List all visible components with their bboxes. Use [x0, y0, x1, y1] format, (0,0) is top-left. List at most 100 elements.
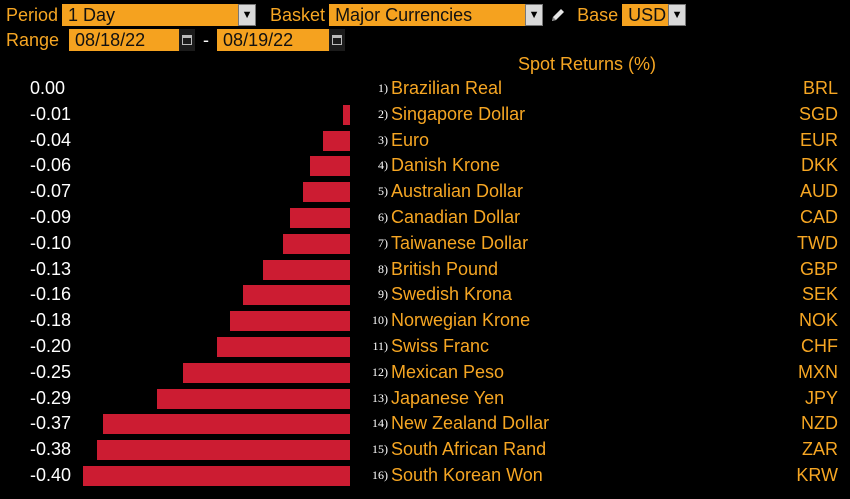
- currency-name[interactable]: Swedish Krona: [391, 284, 513, 305]
- table-row[interactable]: -0.04 3) Euro EUR: [0, 128, 850, 153]
- currency-code[interactable]: DKK: [800, 155, 838, 176]
- rank-label: 5): [378, 184, 388, 199]
- rank-label: 10): [372, 313, 388, 328]
- currency-name[interactable]: Mexican Peso: [391, 361, 505, 382]
- table-row[interactable]: -0.25 12) Mexican Peso MXN: [0, 360, 850, 385]
- table-row[interactable]: -0.40 16) South Korean Won KRW: [0, 463, 850, 488]
- return-value: -0.01: [30, 103, 72, 124]
- rank-label: 7): [378, 235, 388, 250]
- rank-label: 12): [372, 364, 388, 379]
- currency-name[interactable]: Swiss Franc: [391, 336, 490, 356]
- table-row[interactable]: -0.18 10) Norwegian Krone NOK: [0, 308, 850, 333]
- return-value: -0.20: [30, 336, 72, 356]
- currency-code[interactable]: NZD: [801, 413, 838, 434]
- table-row[interactable]: 0.00 1) Brazilian Real BRL: [0, 76, 850, 101]
- currency-code[interactable]: CAD: [799, 207, 838, 227]
- currency-name[interactable]: South Korean Won: [391, 465, 543, 485]
- return-value: -0.09: [30, 207, 72, 227]
- currency-name[interactable]: Canadian Dollar: [391, 207, 521, 227]
- rank-label: 16): [372, 468, 388, 482]
- return-value: -0.37: [30, 413, 72, 434]
- currency-name[interactable]: New Zealand Dollar: [391, 413, 550, 434]
- currency-code[interactable]: CHF: [801, 336, 838, 356]
- rank-label: 15): [372, 442, 388, 457]
- currency-code[interactable]: TWD: [797, 232, 838, 253]
- return-value: -0.04: [30, 129, 72, 150]
- currency-code[interactable]: GBP: [799, 258, 838, 279]
- return-bar: [83, 466, 350, 486]
- currency-code[interactable]: EUR: [799, 129, 838, 150]
- table-row[interactable]: -0.29 13) Japanese Yen JPY: [0, 386, 850, 411]
- currency-code[interactable]: BRL: [802, 78, 838, 98]
- currency-code[interactable]: ZAR: [802, 439, 838, 460]
- table-row[interactable]: -0.37 14) New Zealand Dollar NZD: [0, 411, 850, 436]
- table-row[interactable]: -0.07 5) Australian Dollar AUD: [0, 179, 850, 204]
- currency-name[interactable]: Brazilian Real: [391, 78, 503, 98]
- table-row[interactable]: -0.10 7) Taiwanese Dollar TWD: [0, 231, 850, 256]
- currency-name[interactable]: South African Rand: [391, 439, 547, 460]
- currency-name[interactable]: Taiwanese Dollar: [391, 232, 529, 253]
- currency-code[interactable]: AUD: [799, 181, 838, 202]
- return-bar: [283, 233, 350, 254]
- return-value: -0.38: [30, 439, 72, 460]
- currency-code[interactable]: KRW: [796, 465, 838, 485]
- currency-name[interactable]: Japanese Yen: [391, 387, 505, 408]
- rank-label: 9): [378, 287, 388, 302]
- spot-returns-chart: 0.00 1) Brazilian Real BRL -0.01 2) Singapore …: [0, 76, 850, 496]
- currency-code[interactable]: NOK: [798, 310, 838, 331]
- rank-label: 2): [378, 106, 388, 121]
- return-bar: [183, 362, 350, 383]
- rank-label: 8): [378, 261, 388, 276]
- currency-name[interactable]: Singapore Dollar: [391, 103, 526, 124]
- pencil-edit-icon[interactable]: [547, 4, 569, 26]
- return-bar: [103, 414, 350, 435]
- currency-code[interactable]: SGD: [798, 103, 838, 124]
- period-dropdown-icon[interactable]: ▼: [238, 4, 257, 26]
- calendar-end-icon[interactable]: [329, 29, 346, 51]
- table-row[interactable]: -0.16 9) Swedish Krona SEK: [0, 282, 850, 307]
- toolbar-row-2: Range 08/18/22 - 08/19/22: [0, 27, 850, 53]
- return-bar: [309, 156, 350, 177]
- range-start-field[interactable]: 08/18/22: [69, 29, 180, 51]
- currency-code[interactable]: JPY: [804, 387, 838, 408]
- rank-label: 14): [372, 416, 388, 431]
- table-row[interactable]: -0.13 8) British Pound GBP: [0, 257, 850, 282]
- table-row[interactable]: -0.01 2) Singapore Dollar SGD: [0, 102, 850, 127]
- return-bar: [156, 388, 350, 409]
- base-field[interactable]: USD: [622, 4, 669, 26]
- table-row[interactable]: -0.20 11) Swiss Franc CHF: [0, 334, 850, 359]
- return-value: 0.00: [30, 78, 66, 98]
- table-row[interactable]: -0.09 6) Canadian Dollar CAD: [0, 205, 850, 230]
- return-bar: [229, 311, 350, 332]
- table-row[interactable]: -0.38 15) South African Rand ZAR: [0, 437, 850, 462]
- currency-name[interactable]: Euro: [391, 129, 430, 150]
- range-end-field[interactable]: 08/19/22: [217, 29, 330, 51]
- basket-dropdown-icon[interactable]: ▼: [525, 4, 544, 26]
- table-row[interactable]: -0.06 4) Danish Krone DKK: [0, 153, 850, 178]
- return-value: -0.25: [30, 361, 72, 382]
- return-bar: [216, 337, 350, 357]
- rank-label: 1): [378, 81, 388, 95]
- basket-field[interactable]: Major Currencies: [329, 4, 526, 26]
- calendar-start-icon[interactable]: [179, 29, 196, 51]
- period-label: Period: [6, 4, 59, 25]
- currency-name[interactable]: Australian Dollar: [391, 181, 524, 202]
- return-value: -0.06: [30, 155, 72, 176]
- period-field[interactable]: 1 Day: [62, 4, 239, 26]
- return-bar: [263, 259, 350, 280]
- return-value: -0.10: [30, 232, 72, 253]
- currency-name[interactable]: British Pound: [391, 258, 499, 279]
- rank-label: 4): [378, 158, 388, 173]
- currency-name[interactable]: Danish Krone: [391, 155, 501, 176]
- chart-title: Spot Returns (%): [518, 54, 657, 74]
- currency-code[interactable]: MXN: [798, 361, 838, 382]
- base-dropdown-icon[interactable]: ▼: [668, 4, 687, 26]
- toolbar-row-1: Period 1 Day ▼ Basket Major Currencies ▼…: [0, 2, 850, 28]
- rank-label: 13): [372, 390, 388, 405]
- return-bar: [303, 182, 350, 203]
- currency-code[interactable]: SEK: [801, 284, 838, 305]
- return-value: -0.40: [30, 465, 72, 485]
- currency-name[interactable]: Norwegian Krone: [391, 310, 531, 331]
- basket-label: Basket: [270, 4, 326, 25]
- range-separator: -: [203, 29, 210, 50]
